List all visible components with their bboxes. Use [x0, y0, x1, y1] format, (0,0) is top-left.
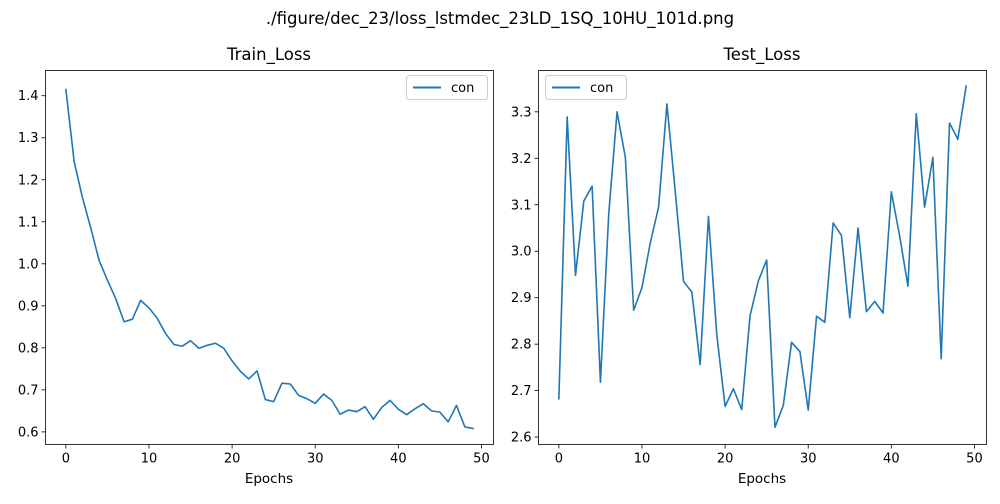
train-loss-xtick-label-4: 40 [390, 452, 407, 467]
test-loss-xtick-label-2: 20 [717, 452, 734, 467]
train-loss-ytick-label-2: 0.8 [18, 341, 39, 356]
train-loss-plot-area [65, 88, 474, 430]
test-loss-series-line-0 [558, 85, 967, 429]
train-loss-xtick-label-1: 10 [141, 452, 158, 467]
test-loss-xtick-label-5: 50 [966, 452, 983, 467]
test-loss-ytick-label-1: 2.7 [511, 384, 532, 399]
test-loss-legend-box [545, 75, 627, 100]
train-loss-ytick-label-8: 1.4 [18, 89, 39, 104]
test-loss-xtick-label-4: 40 [883, 452, 900, 467]
train-loss-axes-frame [45, 70, 494, 445]
test-loss-ytick-label-3: 2.9 [511, 291, 532, 306]
test-loss-ytick-label-2: 2.8 [511, 338, 532, 353]
test-loss-plot-area [558, 85, 967, 429]
train-loss-series-line-0 [65, 88, 474, 430]
test-loss-legend-label: con [590, 81, 613, 96]
train-loss-xtick-label-0: 0 [62, 452, 70, 467]
test-loss-ytick-label-4: 3.0 [511, 245, 532, 260]
test-loss-panel: Test_Loss 0 10 20 30 40 50 2.6 2.7 2.8 2.9 3.0 3.1 3… [511, 45, 987, 487]
test-loss-xtick-label-0: 0 [555, 452, 563, 467]
train-loss-xlabel: Epochs [245, 471, 293, 487]
train-loss-legend-box [406, 75, 488, 100]
train-loss-ytick-label-5: 1.1 [18, 215, 39, 230]
train-loss-title: Train_Loss [226, 45, 311, 65]
test-loss-xtick-label-3: 30 [800, 452, 817, 467]
train-loss-xtick-label-5: 50 [473, 452, 490, 467]
test-loss-axes-frame [538, 70, 987, 445]
test-loss-legend: con [545, 75, 627, 100]
figure-suptitle: ./figure/dec_23/loss_lstmdec_23LD_1SQ_10… [266, 9, 734, 29]
test-loss-xlabel: Epochs [738, 471, 786, 487]
test-loss-ytick-label-6: 3.2 [511, 152, 532, 167]
train-loss-ticks: 0 10 20 30 40 50 0.6 0.7 0.8 0.9 1.0 1.1 1.2 1.3 1.4 [18, 89, 490, 466]
train-loss-ytick-label-3: 0.9 [18, 299, 39, 314]
train-loss-xtick-label-2: 20 [224, 452, 241, 467]
train-loss-legend: con [406, 75, 488, 100]
test-loss-ytick-label-0: 2.6 [511, 431, 532, 446]
test-loss-title: Test_Loss [723, 45, 801, 65]
train-loss-legend-label: con [451, 81, 474, 96]
test-loss-ytick-label-7: 3.3 [511, 105, 532, 120]
train-loss-ytick-label-0: 0.6 [18, 425, 39, 440]
train-loss-panel: Train_Loss 0 10 20 30 40 50 0.6 0.7 0.8 0.9 1.0 1.1… [18, 45, 494, 487]
train-loss-ytick-label-1: 0.7 [18, 383, 39, 398]
train-loss-ytick-label-7: 1.3 [18, 131, 39, 146]
train-loss-ytick-label-4: 1.0 [18, 257, 39, 272]
test-loss-ticks: 0 10 20 30 40 50 2.6 2.7 2.8 2.9 3.0 3.1 3.2 3.3 [511, 105, 983, 466]
test-loss-xtick-label-1: 10 [634, 452, 651, 467]
train-loss-xtick-label-3: 30 [307, 452, 324, 467]
test-loss-ytick-label-5: 3.1 [511, 198, 532, 213]
train-loss-ytick-label-6: 1.2 [18, 173, 39, 188]
